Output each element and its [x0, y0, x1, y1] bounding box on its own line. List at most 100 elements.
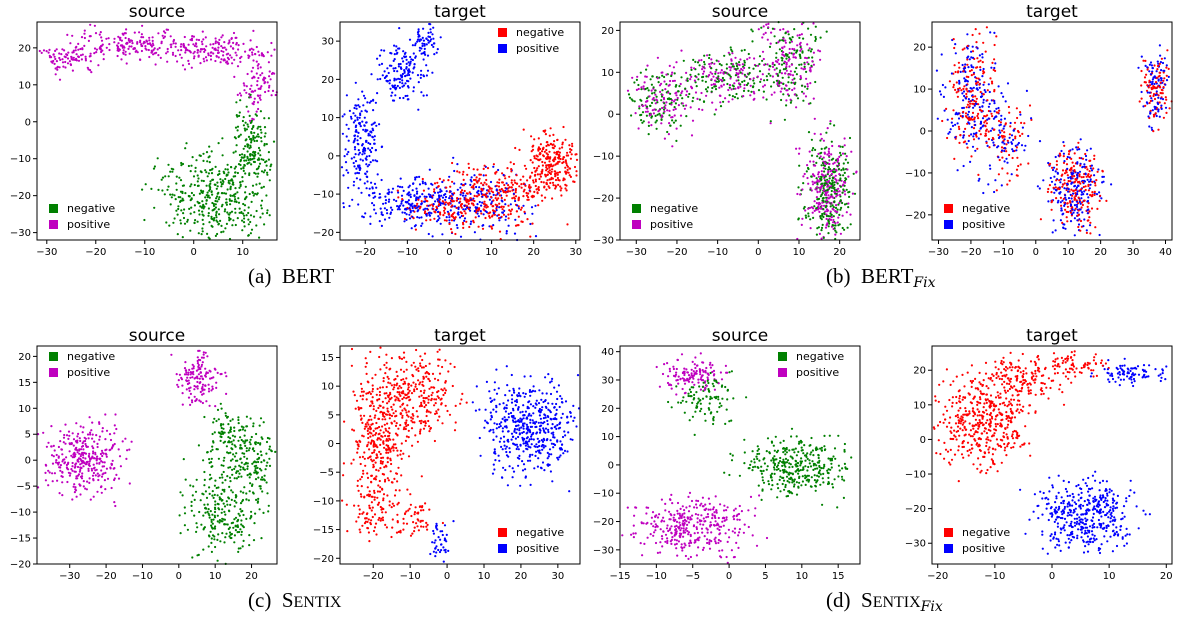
scatter-point [409, 77, 412, 80]
scatter-point [408, 184, 411, 187]
scatter-point [70, 56, 73, 59]
scatter-point [455, 206, 458, 209]
scatter-point [257, 165, 261, 168]
scatter-point [832, 162, 835, 165]
scatter-point [767, 26, 770, 29]
scatter-point [706, 54, 709, 57]
scatter-point [1056, 171, 1059, 174]
x-tick-label: 0 [1033, 247, 1039, 258]
scatter-point [408, 64, 411, 67]
scatter-point [1157, 96, 1160, 99]
scatter-point [1064, 208, 1067, 211]
scatter-point [675, 127, 678, 130]
scatter-point [225, 61, 228, 64]
scatter-point [1027, 134, 1030, 138]
scatter-point [1054, 170, 1057, 173]
scatter-point [703, 54, 706, 57]
scatter-point [743, 64, 746, 67]
scatter-point [1001, 167, 1004, 170]
scatter-point [425, 43, 428, 46]
scatter-point [663, 80, 666, 83]
scatter-point [562, 161, 565, 164]
scatter-point [248, 534, 251, 537]
scatter-point [206, 196, 209, 199]
scatter-point [256, 84, 259, 87]
scatter-point [205, 202, 208, 205]
scatter-point [643, 81, 646, 84]
scatter-point [136, 42, 139, 45]
scatter-point [558, 171, 561, 174]
scatter-point [1098, 233, 1101, 237]
scatter-point [245, 85, 248, 88]
scatter-point [993, 58, 996, 61]
scatter-point [481, 189, 484, 192]
scatter-point [961, 115, 964, 118]
scatter-point [170, 46, 173, 49]
scatter-point [359, 178, 362, 181]
scatter-point [989, 110, 992, 113]
scatter-point [820, 193, 823, 196]
scatter-point [163, 35, 166, 38]
scatter-point [515, 210, 518, 213]
scatter-point [56, 65, 59, 68]
scatter-point [503, 198, 506, 201]
scatter-point [734, 68, 737, 71]
scatter-point [814, 39, 817, 43]
scatter-point [379, 207, 382, 210]
scatter-point [483, 200, 486, 203]
y-tick-label: −20 [313, 228, 334, 239]
scatter-point [532, 181, 535, 184]
scatter-point [960, 89, 963, 92]
scatter-point [266, 173, 269, 176]
scatter-point [1056, 201, 1059, 204]
scatter-point [736, 97, 739, 100]
scatter-point [1003, 160, 1006, 163]
scatter-point [400, 76, 403, 79]
scatter-point [495, 198, 498, 202]
scatter-point [969, 87, 972, 90]
scatter-point [509, 210, 512, 213]
scatter-point [70, 57, 73, 61]
scatter-point [437, 185, 440, 188]
scatter-point [66, 53, 69, 57]
scatter-point [171, 51, 175, 55]
scatter-point [444, 195, 448, 199]
scatter-point [1154, 107, 1157, 110]
scatter-point [541, 170, 544, 173]
scatter-point [1004, 100, 1007, 103]
scatter-point [371, 135, 374, 138]
scatter-point [649, 113, 652, 116]
scatter-point [128, 45, 131, 48]
scatter-point [778, 48, 781, 51]
scatter-point [717, 80, 720, 83]
scatter-point [791, 74, 795, 77]
scatter-point [747, 52, 750, 56]
scatter-point [1055, 189, 1058, 192]
scatter-point [834, 229, 837, 232]
scatter-point [407, 186, 410, 189]
scatter-point [543, 150, 546, 153]
scatter-point [816, 198, 820, 201]
scatter-point [503, 183, 506, 187]
scatter-point [230, 37, 233, 41]
scatter-point [217, 41, 220, 45]
scatter-point [396, 84, 399, 88]
scatter-point [998, 109, 1001, 112]
scatter-point [431, 183, 434, 186]
scatter-point [412, 217, 415, 220]
scatter-point [514, 199, 517, 203]
scatter-point [832, 208, 835, 211]
scatter-point [662, 98, 666, 101]
scatter-point [139, 58, 142, 62]
scatter-point [1147, 86, 1150, 89]
scatter-point [834, 168, 837, 171]
scatter-point [422, 27, 425, 30]
scatter-point [827, 219, 830, 222]
scatter-point [984, 134, 988, 137]
scatter-point [411, 44, 414, 47]
scatter-point [545, 141, 548, 144]
scatter-point [647, 89, 650, 92]
scatter-point [202, 38, 205, 41]
scatter-point [246, 72, 249, 76]
scatter-point [812, 207, 815, 210]
